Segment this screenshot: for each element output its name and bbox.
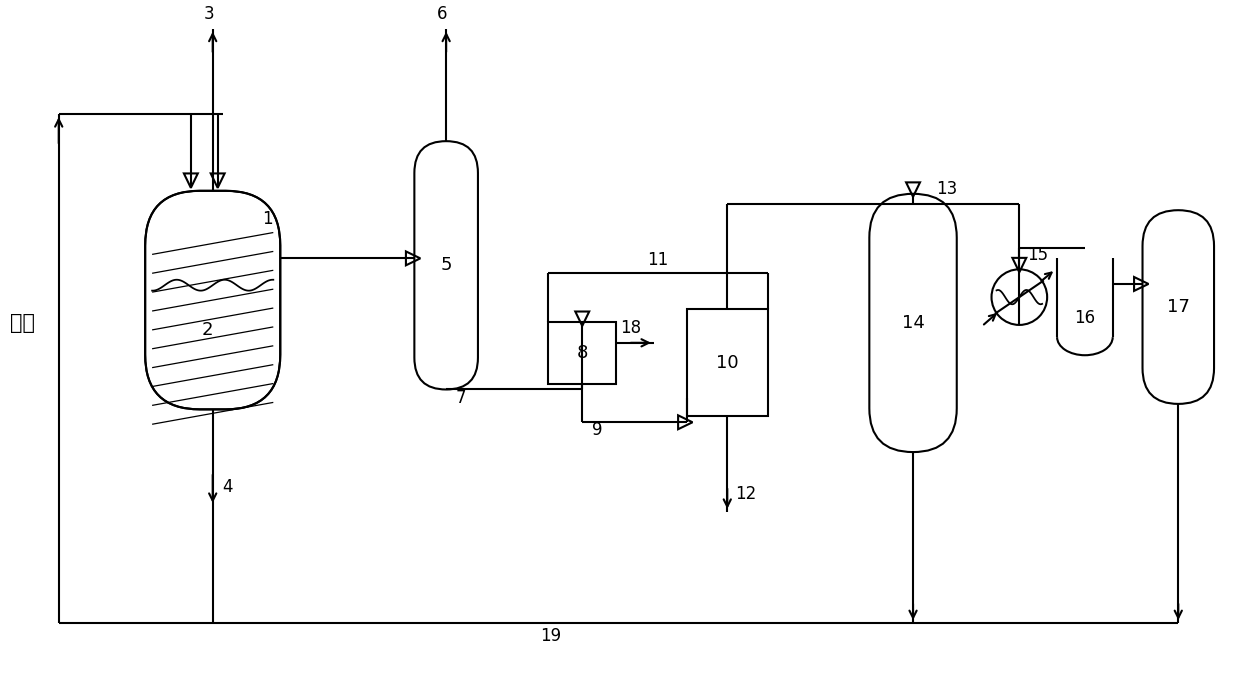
Text: 19: 19 (540, 627, 561, 645)
Text: 9: 9 (592, 421, 602, 439)
Text: 17: 17 (1167, 298, 1189, 316)
Bar (686, 309, 768, 417)
Text: 18: 18 (620, 319, 641, 337)
Circle shape (991, 270, 1047, 325)
Text: 2: 2 (202, 321, 213, 339)
Bar (549, 322, 616, 384)
Text: 10: 10 (716, 354, 738, 371)
Text: 11: 11 (647, 251, 668, 270)
Text: 7: 7 (456, 390, 467, 407)
Text: 3: 3 (203, 5, 214, 23)
Text: 14: 14 (902, 314, 924, 332)
FancyBboxPatch shape (870, 194, 957, 452)
Text: 原料: 原料 (10, 313, 35, 333)
Text: 16: 16 (1074, 309, 1095, 327)
Text: 15: 15 (1027, 247, 1048, 264)
Text: 4: 4 (223, 478, 233, 496)
Text: 6: 6 (437, 5, 447, 23)
Text: 8: 8 (576, 344, 589, 362)
Text: 5: 5 (440, 256, 452, 274)
FancyBboxPatch shape (414, 141, 478, 390)
Text: 1: 1 (263, 210, 273, 228)
FancyBboxPatch shape (1142, 210, 1214, 404)
FancyBboxPatch shape (145, 191, 280, 409)
Text: 12: 12 (735, 485, 757, 503)
Text: 13: 13 (935, 180, 958, 197)
